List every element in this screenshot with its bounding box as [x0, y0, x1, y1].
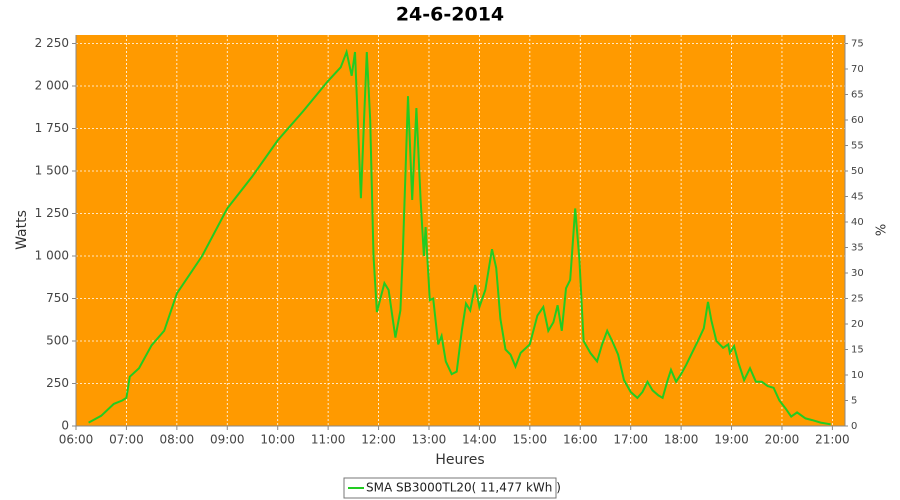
x-tick-label: 10:00 [260, 433, 295, 447]
legend-label: SMA SB3000TL20( 11,477 kWh ) [366, 481, 561, 495]
y-axis-label: Watts [14, 210, 30, 250]
y2-tick-label: 5 [851, 396, 857, 407]
y2-tick-label: 30 [851, 268, 864, 279]
x-tick-label: 06:00 [59, 433, 94, 447]
legend-box [343, 477, 557, 499]
line-series [88, 48, 831, 426]
plot-area [76, 35, 845, 426]
x-tick-label: 08:00 [160, 433, 195, 447]
y-tick-label: 1 250 [35, 206, 69, 220]
x-tick-label: 19:00 [714, 433, 749, 447]
chart-title: 24-6-2014 [396, 4, 504, 26]
y2-tick-label: 25 [851, 294, 864, 305]
y-tick-label: 1 750 [35, 121, 69, 135]
x-tick-label: 12:00 [361, 433, 396, 447]
y-tick-label: 2 250 [35, 36, 69, 50]
x-tick-label: 13:00 [412, 433, 447, 447]
x-tick-label: 09:00 [210, 433, 245, 447]
y2-axis-label: % [875, 224, 890, 236]
x-tick-label: 14:00 [462, 433, 497, 447]
y2-tick-label: 0 [851, 421, 857, 432]
x-tick-label: 16:00 [563, 433, 598, 447]
y-tick-label: 750 [46, 291, 69, 305]
y-tick-label: 500 [46, 334, 69, 348]
legend: SMA SB3000TL20( 11,477 kWh ) [343, 477, 561, 499]
y2-tick-label: 45 [851, 192, 864, 203]
x-tick-label: 17:00 [613, 433, 648, 447]
y2-tick-label: 70 [851, 64, 864, 75]
y2-tick-label: 55 [851, 141, 864, 152]
x-tick-label: 18:00 [664, 433, 699, 447]
y2-tick-label: 40 [851, 217, 864, 228]
x-tick-label: 21:00 [815, 433, 850, 447]
x-tick-label: 15:00 [513, 433, 548, 447]
y2-tick-label: 60 [851, 115, 864, 126]
x-tick-label: 20:00 [765, 433, 800, 447]
y2-tick-label: 65 [851, 90, 864, 101]
y-tick-label: 2 000 [35, 79, 69, 93]
y-tick-label: 0 [61, 419, 69, 433]
x-tick-label: 11:00 [311, 433, 346, 447]
x-axis-label: Heures [435, 452, 484, 468]
y2-tick-label: 10 [851, 370, 864, 381]
y2-tick-label: 20 [851, 319, 864, 330]
y2-tick-label: 75 [851, 39, 864, 50]
y-tick-label: 250 [46, 376, 69, 390]
y2-tick-label: 15 [851, 345, 864, 356]
y-tick-label: 1 500 [35, 164, 69, 178]
y2-tick-label: 50 [851, 166, 864, 177]
y-tick-label: 1 000 [35, 249, 69, 263]
y2-tick-label: 35 [851, 243, 864, 254]
x-tick-label: 07:00 [109, 433, 144, 447]
